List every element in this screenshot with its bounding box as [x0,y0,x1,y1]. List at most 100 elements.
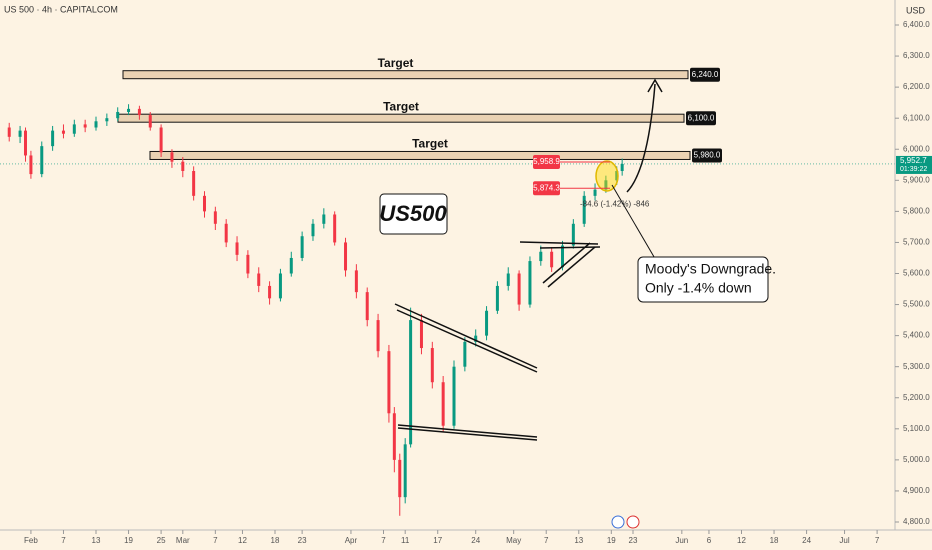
x-tick-label: Jul [839,536,849,545]
x-tick-label: 18 [770,536,779,545]
measure-badge [533,181,560,196]
wedge-line [397,424,538,438]
wedge-line [396,309,538,373]
candle-body [235,242,239,255]
x-tick-label: 7 [61,536,66,545]
candle-body [127,108,131,112]
zone-price-label: 5,980.0 [694,151,721,160]
x-tick-label: 24 [471,536,480,545]
wedge-line [397,427,538,441]
candle-body [474,335,478,342]
y-tick-label: 6,200.0 [903,82,930,91]
x-tick-label: 6 [707,536,712,545]
candle-body [300,236,304,258]
candle-body [51,130,55,147]
x-tick-label: 7 [544,536,549,545]
flag-line [539,246,601,249]
candle-body [289,257,293,274]
candle-body [105,118,109,122]
candle-body [7,127,11,137]
target-zone [117,113,685,123]
candle-body [181,161,185,171]
price-axis-bg [895,0,932,550]
zone-price-badge [692,148,722,163]
current-price-label: 5,952.7 [900,156,927,165]
candle-body [550,251,554,268]
candle-body [495,285,499,311]
candle-body [40,146,44,175]
label-box [379,193,448,235]
wedge-line [394,303,538,369]
candle-body [278,273,282,299]
candle-body [257,273,261,286]
y-tick-label: 5,600.0 [903,269,930,278]
y-tick-label: 4,900.0 [903,486,930,495]
candle-body [29,155,33,175]
candle-body [419,320,423,349]
y-tick-label: 6,100.0 [903,113,930,122]
x-tick-label: 25 [157,536,166,545]
y-tick-label: 5,900.0 [903,175,930,184]
event-icon[interactable] [626,515,640,529]
candle-body [18,130,22,137]
candle-body [83,124,87,128]
callout-text: Only -1.4% down [645,280,752,296]
zone-price-label: 6,100.0 [688,113,715,122]
candle-body [403,444,407,498]
x-tick-label: 7 [875,536,880,545]
candle-body [202,195,206,212]
candle-body [560,245,564,268]
flag-line [547,246,596,288]
callout-box [637,256,769,303]
x-tick-label: 11 [401,536,410,545]
zone-price-badge [686,111,716,126]
x-tick-label: 12 [238,536,247,545]
countdown-label: 01:39:22 [900,166,927,173]
symbol-label: US500 [379,201,447,226]
projection-arrow [626,83,656,193]
y-tick-label: 4,800.0 [903,517,930,526]
x-tick-label: 13 [92,536,101,545]
candle-body [94,121,98,128]
zone-price-label: 6,240.0 [692,70,719,79]
x-tick-label: 12 [737,536,746,545]
candle-body [452,366,456,426]
candle-body [430,348,434,383]
y-tick-label: 5,300.0 [903,362,930,371]
candle-body [539,251,543,262]
candle-body [441,382,445,426]
target-zone [149,150,691,160]
y-tick-label: 6,300.0 [903,51,930,60]
x-tick-label: 24 [802,536,811,545]
event-icon[interactable] [611,515,625,529]
candle-body [159,127,163,153]
candle-body [409,320,413,445]
candle-body [137,108,141,116]
drawings: US500 Moody's Downgrade. Only -1.4% down… [378,56,776,441]
flag-line [542,242,591,284]
y-tick-label: 5,800.0 [903,206,930,215]
candle-body [213,211,217,224]
chart-title: US 500 · 4h · CAPITALCOM [4,4,118,14]
candle-body [224,223,228,243]
measure-badge [533,155,560,170]
current-price-badge [896,155,932,174]
y-tick-label: 6,000.0 [903,144,930,153]
x-tick-label: 23 [298,536,307,545]
zone-name: Target [378,56,414,70]
candle-body [582,195,586,224]
x-tick-label: 13 [574,536,583,545]
candle-body [365,292,369,321]
y-tick-label: 6,400.0 [903,20,930,29]
candle-body [615,170,619,181]
y-tick-label: 5,500.0 [903,300,930,309]
candle-body [72,124,76,134]
x-tick-label: Jun [675,536,688,545]
x-tick-label: 19 [124,536,133,545]
x-tick-label: Feb [24,536,38,545]
candle-body [148,115,152,128]
x-tick-label: 23 [629,536,638,545]
x-tick-label: May [506,536,521,545]
candle-body [192,170,196,196]
